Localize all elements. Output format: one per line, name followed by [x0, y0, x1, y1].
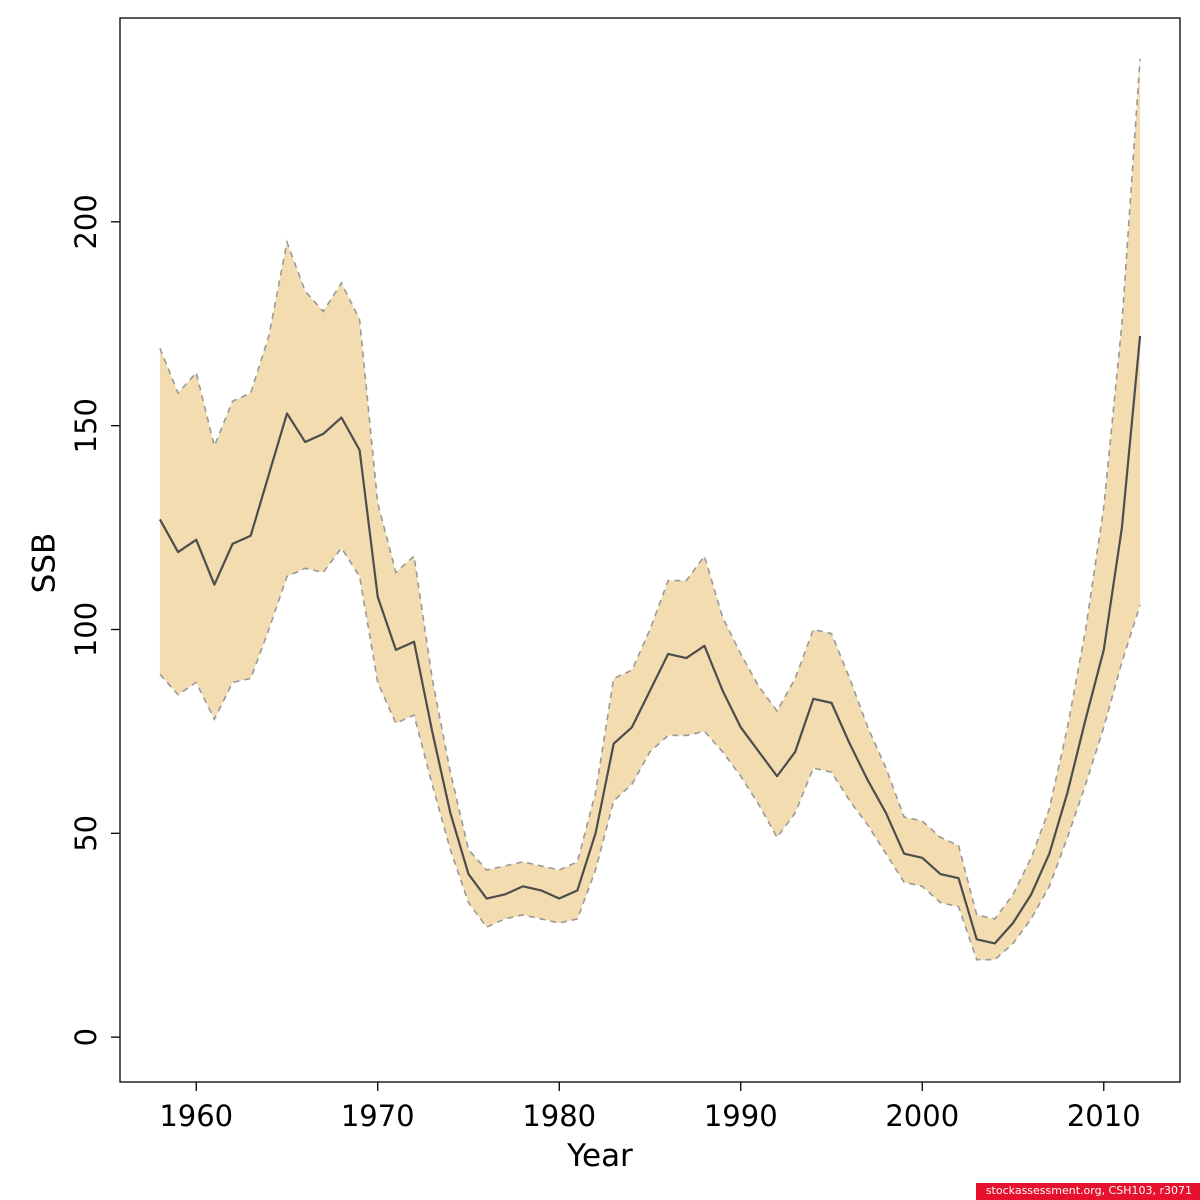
x-axis-title: Year — [567, 1138, 633, 1174]
confidence-band — [159, 58, 1141, 960]
upper-ci-line — [159, 58, 1141, 920]
x-axis-tick-label: 1980 — [522, 1099, 596, 1133]
x-axis-tick-label: 1970 — [341, 1099, 415, 1133]
x-axis-tick-label: 2010 — [1067, 1099, 1141, 1133]
plot-border — [119, 17, 1181, 1083]
y-axis-tick-label: 200 — [69, 194, 103, 249]
x-axis-tick-label: 2000 — [885, 1099, 959, 1133]
y-axis-tick-label: 150 — [69, 398, 103, 453]
stockassessment-footer-badge: stockassessment.org, CSH103, r3071 — [975, 1183, 1200, 1200]
y-axis-tick-label: 100 — [69, 602, 103, 657]
y-axis-title: SSB — [26, 532, 63, 594]
x-axis-tick-label: 1990 — [704, 1099, 778, 1133]
lower-ci-line — [159, 546, 1141, 961]
y-axis-tick-label: 0 — [69, 1028, 103, 1046]
x-axis-tick-label: 1960 — [159, 1099, 233, 1133]
ssb-estimate-line — [158, 335, 1142, 945]
y-axis-tick-label: 50 — [69, 815, 103, 852]
